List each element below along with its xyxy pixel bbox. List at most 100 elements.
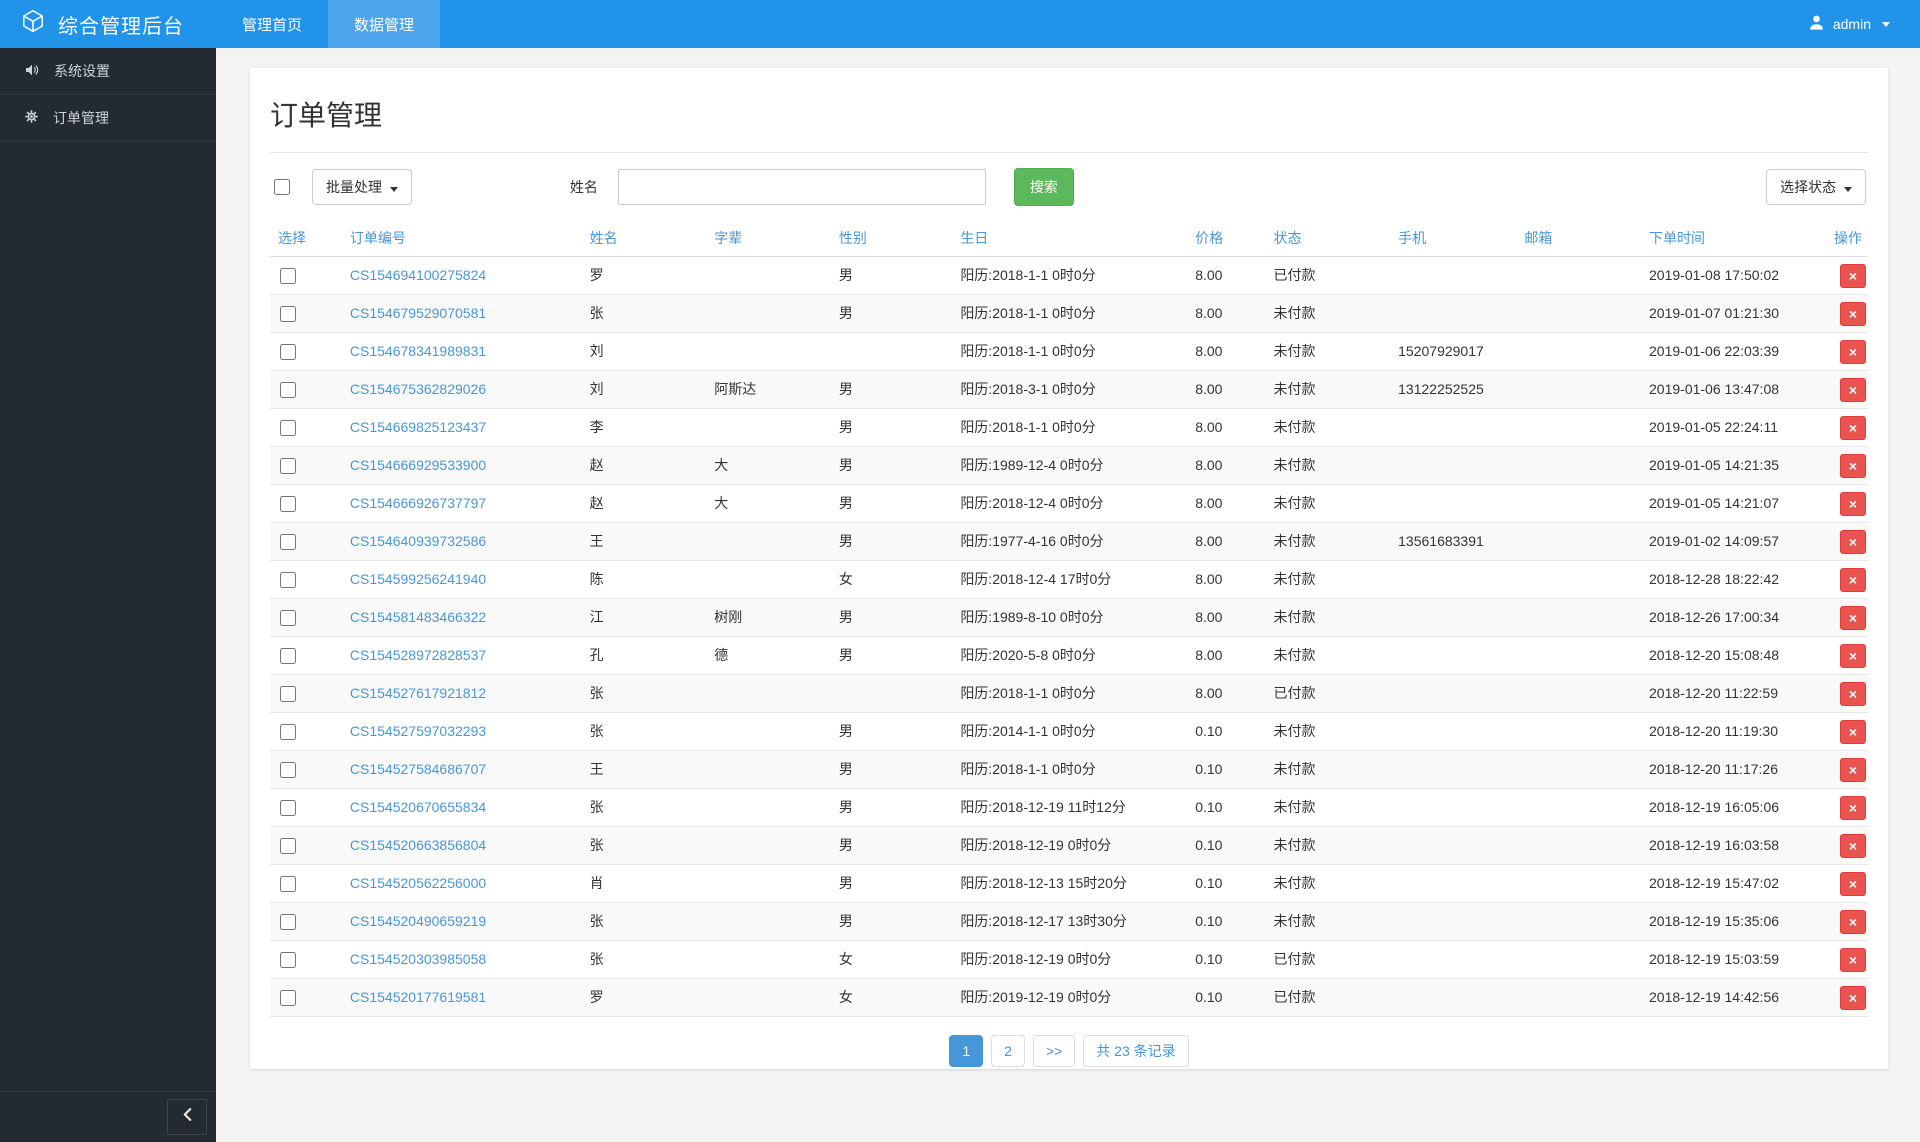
order-number-link[interactable]: CS154679529070581 — [349, 305, 487, 321]
batch-actions-dropdown[interactable]: 批量处理 — [312, 169, 412, 205]
delete-x-icon: × — [1848, 305, 1858, 322]
order-number-link[interactable]: CS154527597032293 — [349, 723, 487, 739]
nav-item-home[interactable]: 管理首页 — [216, 0, 328, 48]
row-checkbox[interactable] — [280, 800, 296, 817]
birthday-cell: 阳历:2018-1-1 0时0分 — [952, 332, 1188, 371]
order-number-link[interactable]: CS154520562256000 — [349, 875, 487, 891]
order-number-link[interactable]: CS154599256241940 — [349, 571, 487, 587]
delete-button[interactable]: × — [1840, 795, 1866, 820]
delete-button[interactable]: × — [1840, 301, 1866, 326]
next-page-button[interactable]: >> — [1032, 1035, 1076, 1067]
delete-button[interactable]: × — [1840, 415, 1866, 440]
order-number-link[interactable]: CS154581483466322 — [349, 609, 487, 625]
gender-cell: 女 — [830, 940, 953, 979]
delete-button[interactable]: × — [1840, 605, 1866, 630]
order-number-link[interactable]: CS154527584686707 — [349, 761, 487, 777]
row-checkbox[interactable] — [280, 990, 296, 1007]
order-number-link[interactable]: CS154520177619581 — [349, 989, 487, 1005]
chevron-left-icon — [183, 1108, 192, 1126]
row-checkbox[interactable] — [280, 610, 296, 627]
row-checkbox[interactable] — [280, 572, 296, 589]
order-number-link[interactable]: CS154666929533900 — [349, 457, 487, 473]
status-filter-dropdown[interactable]: 选择状态 — [1766, 169, 1866, 205]
delete-button[interactable]: × — [1840, 833, 1866, 858]
user-menu[interactable]: admin — [1807, 0, 1920, 48]
delete-button[interactable]: × — [1840, 757, 1866, 782]
delete-button[interactable]: × — [1840, 643, 1866, 668]
order-number-link[interactable]: CS154678341989831 — [349, 343, 487, 359]
row-checkbox[interactable] — [280, 952, 296, 969]
phone-cell — [1390, 978, 1517, 1017]
row-checkbox[interactable] — [280, 686, 296, 703]
generation-cell: 树刚 — [706, 598, 831, 637]
generation-cell — [706, 560, 831, 599]
table-row: CS154599256241940 陈 女 阳历:2018-12-4 17时0分… — [270, 560, 1868, 599]
phone-cell — [1390, 598, 1517, 637]
main-content: 订单管理 批量处理 姓名 搜索 选择状态 — [250, 68, 1888, 1069]
row-checkbox[interactable] — [280, 762, 296, 779]
row-checkbox[interactable] — [280, 914, 296, 931]
gender-cell: 男 — [830, 826, 953, 865]
order-number-link[interactable]: CS154669825123437 — [349, 419, 487, 435]
generation-cell — [706, 256, 831, 295]
sidebar-collapse-button[interactable] — [167, 1099, 207, 1135]
row-checkbox[interactable] — [280, 534, 296, 551]
order-number-link[interactable]: CS154520670655834 — [349, 799, 487, 815]
delete-button[interactable]: × — [1840, 681, 1866, 706]
birthday-cell: 阳历:2018-1-1 0时0分 — [952, 750, 1188, 789]
table-row: CS154527584686707 王 男 阳历:2018-1-1 0时0分 0… — [270, 750, 1868, 789]
delete-button[interactable]: × — [1840, 529, 1866, 554]
status-filter-label: 选择状态 — [1780, 179, 1837, 195]
search-button[interactable]: 搜索 — [1013, 168, 1074, 206]
birthday-cell: 阳历:2018-3-1 0时0分 — [952, 370, 1188, 409]
row-checkbox[interactable] — [280, 268, 296, 285]
order-number-link[interactable]: CS154640939732586 — [349, 533, 487, 549]
order-number-link[interactable]: CS154528972828537 — [349, 647, 487, 663]
name-cell: 罗 — [581, 256, 707, 295]
row-checkbox[interactable] — [280, 382, 296, 399]
order-number-link[interactable]: CS154694100275824 — [349, 267, 487, 283]
delete-button[interactable]: × — [1840, 339, 1866, 364]
order-time-cell: 2019-01-08 17:50:02 — [1641, 256, 1825, 295]
column-header: 生日 — [952, 221, 1188, 257]
price-cell: 0.10 — [1187, 864, 1266, 903]
delete-button[interactable]: × — [1840, 263, 1866, 288]
select-all-checkbox[interactable] — [274, 179, 290, 195]
status-cell: 未付款 — [1265, 826, 1391, 865]
order-number-link[interactable]: CS154520303985058 — [349, 951, 487, 967]
row-checkbox[interactable] — [280, 496, 296, 513]
order-number-link[interactable]: CS154520490659219 — [349, 913, 487, 929]
name-input[interactable] — [617, 169, 986, 205]
order-number-link[interactable]: CS154666926737797 — [349, 495, 487, 511]
birthday-cell: 阳历:2018-12-19 11时12分 — [952, 788, 1188, 827]
price-cell: 8.00 — [1187, 636, 1266, 675]
row-checkbox[interactable] — [280, 306, 296, 323]
delete-x-icon: × — [1848, 647, 1858, 664]
delete-button[interactable]: × — [1840, 453, 1866, 478]
gender-cell: 女 — [830, 560, 953, 599]
row-checkbox[interactable] — [280, 724, 296, 741]
delete-button[interactable]: × — [1840, 567, 1866, 592]
row-checkbox[interactable] — [280, 420, 296, 437]
delete-button[interactable]: × — [1840, 871, 1866, 896]
gender-cell: 男 — [830, 636, 953, 675]
nav-item-data[interactable]: 数据管理 — [328, 0, 441, 48]
page-button-1[interactable]: 1 — [949, 1035, 984, 1067]
row-checkbox[interactable] — [280, 648, 296, 665]
row-checkbox[interactable] — [280, 344, 296, 361]
row-checkbox[interactable] — [280, 458, 296, 475]
page-button-2[interactable]: 2 — [991, 1035, 1025, 1067]
order-number-link[interactable]: CS154527617921812 — [349, 685, 487, 701]
sidebar-item-system-settings[interactable]: 系统设置 — [0, 48, 216, 95]
delete-button[interactable]: × — [1840, 491, 1866, 516]
order-number-link[interactable]: CS154520663856804 — [349, 837, 487, 853]
delete-button[interactable]: × — [1840, 985, 1866, 1010]
delete-button[interactable]: × — [1840, 909, 1866, 934]
row-checkbox[interactable] — [280, 838, 296, 855]
delete-button[interactable]: × — [1840, 719, 1866, 744]
delete-button[interactable]: × — [1840, 947, 1866, 972]
row-checkbox[interactable] — [280, 876, 296, 893]
sidebar-item-order-management[interactable]: 订单管理 — [0, 95, 216, 142]
order-number-link[interactable]: CS154675362829026 — [349, 381, 487, 397]
delete-button[interactable]: × — [1840, 377, 1866, 402]
